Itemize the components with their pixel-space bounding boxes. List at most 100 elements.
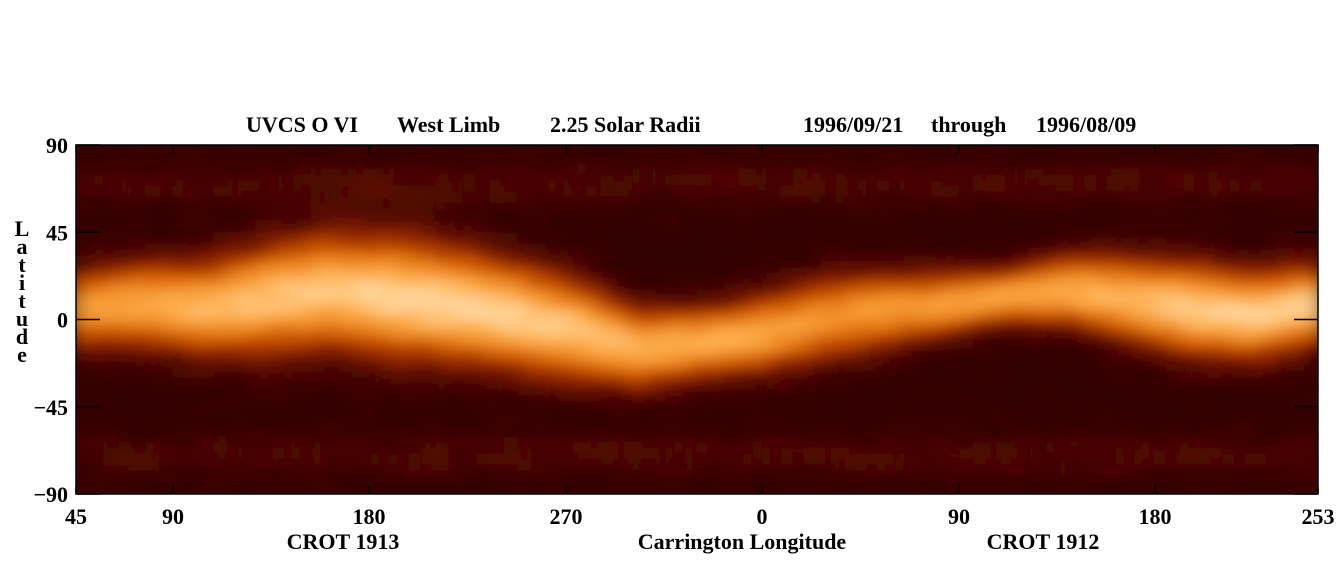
heatmap-cell [269,412,284,419]
heatmap-cell [172,354,187,361]
heatmap-cell [89,412,105,419]
heatmap-cell [1055,424,1071,431]
heatmap-cell [531,156,546,164]
heatmap-cell [807,238,822,245]
heatmap-cell [1152,313,1167,321]
heatmap-cell [807,371,822,379]
heatmap-cell [959,145,974,152]
heatmap-cell [1193,459,1209,466]
heatmap-cell [338,150,353,158]
heatmap-cell [103,435,118,443]
heatmap-cell [669,400,684,408]
heatmap-cell [241,290,256,297]
heatmap-cell [214,197,229,204]
heatmap-cell [779,389,795,396]
heatmap-cell [448,226,463,233]
heatmap-cell [917,238,933,245]
heatmap-cell [255,174,270,181]
heatmap-cell [476,174,491,181]
heatmap-cell [628,214,643,222]
heatmap-cell [724,302,739,309]
heatmap-cell [614,360,629,367]
heatmap-cell [117,150,132,158]
heatmap-cell [517,214,532,222]
heatmap-cell [1111,145,1126,152]
heatmap-cell [628,284,643,292]
heatmap-cell [503,470,519,478]
heatmap-cell [476,156,491,164]
heatmap-cell [559,243,574,251]
heatmap-cell [807,296,822,303]
heatmap-cell [959,226,974,233]
heatmap-cell [807,400,822,408]
heatmap-cell [131,470,146,478]
heatmap-cell [310,232,325,239]
heatmap-cell [310,395,325,402]
heatmap-cell [1152,371,1167,379]
heatmap-cell [76,278,91,286]
heatmap-cell [1138,366,1153,373]
heatmap-cell [158,214,174,222]
heatmap-cell [848,441,864,449]
heatmap-cell [89,319,105,326]
heatmap-cell [490,267,505,274]
heatmap-cell [296,284,312,292]
heatmap-cell [1014,464,1029,472]
heatmap-cell [1152,238,1167,245]
heatmap-cell [269,488,284,494]
heatmap-cell [1152,325,1167,332]
heatmap-cell [1138,354,1153,361]
heatmap-cell [158,150,174,158]
heatmap-cell [1124,249,1140,257]
heatmap-cell [393,325,408,332]
heatmap-cell [738,389,753,396]
heatmap-cell [1000,389,1015,396]
heatmap-cell [738,185,753,193]
heatmap-cell [793,336,808,344]
heatmap-cell [1014,354,1029,361]
heatmap-cell [614,441,629,449]
heatmap-cell [352,261,367,268]
heatmap-cell [158,267,174,274]
heatmap-cell [310,197,325,204]
heatmap-cell [683,441,698,449]
heatmap-cell [586,156,601,164]
heatmap-cell [1000,214,1015,222]
heatmap-cell [779,168,795,175]
heatmap-cell [821,249,836,257]
heatmap-cell [614,197,629,204]
heatmap-cell [1124,342,1140,350]
heatmap-cell [1180,418,1195,425]
heatmap-cell [296,162,312,169]
heatmap-cell [1124,290,1140,297]
heatmap-cell [1138,488,1153,494]
heatmap-cell [214,272,229,280]
heatmap-cell [1180,336,1195,344]
heatmap-cell [1138,185,1153,193]
heatmap-cell [503,464,519,472]
heatmap-cell [1055,377,1071,385]
heatmap-cell [752,430,767,437]
heatmap-cell [586,470,601,478]
heatmap-cell [117,447,132,454]
heatmap-cell [200,307,215,315]
heatmap-cell [1111,150,1126,158]
heatmap-cell [1193,482,1209,489]
heatmap-cell [973,336,988,344]
heatmap-cell [393,336,408,344]
heatmap-cell [283,150,298,158]
heatmap-cell [434,395,450,402]
heatmap-cell [683,255,698,262]
heatmap-cell [145,342,160,350]
heatmap-cell [76,366,91,373]
heatmap-cell [531,168,546,175]
heatmap-cell [1042,191,1057,198]
heatmap-cell [1028,453,1043,460]
heatmap-cell [766,267,781,274]
heatmap-cell [545,290,560,297]
heatmap-cell [434,185,450,193]
heatmap-cell [269,435,284,443]
heatmap-cell [283,389,298,396]
heatmap-cell [779,284,795,292]
heatmap-cell [338,197,353,204]
